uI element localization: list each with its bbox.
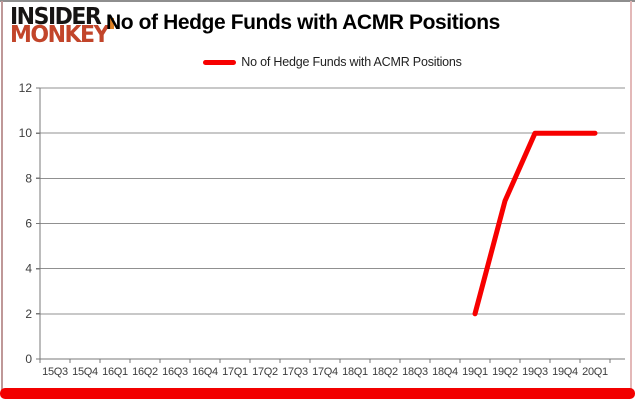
hedge-funds-line-chart: 0 2 4 6 8 10 12 15Q3 15Q4 16Q1 16Q2 16Q3 16Q4 17Q1 17Q… xyxy=(19,81,625,378)
x-tick-label: 19Q1 xyxy=(462,366,488,378)
y-tick-label: 2 xyxy=(25,307,32,321)
series-line xyxy=(472,130,598,317)
y-tick-label: 6 xyxy=(25,217,32,231)
x-tick-label: 16Q2 xyxy=(132,366,158,378)
x-tick-label: 18Q1 xyxy=(342,366,368,378)
logo-insider-text: INSIDER xyxy=(10,4,102,31)
x-tick-label: 15Q4 xyxy=(72,366,98,378)
chart-title: No of Hedge Funds with ACMR Positions xyxy=(106,11,500,34)
y-tick-label: 0 xyxy=(25,352,32,366)
card-border-left xyxy=(1,1,3,391)
x-tick-label: 15Q3 xyxy=(42,366,68,378)
y-tick-label: 4 xyxy=(25,262,32,276)
x-tick-label: 17Q3 xyxy=(282,366,308,378)
logo-monkey-text: MONKEY xyxy=(10,22,110,49)
legend-line-marker xyxy=(203,59,237,65)
x-tick-label: 18Q3 xyxy=(402,366,428,378)
logo-accent-mark xyxy=(110,18,115,29)
y-tick-label: 8 xyxy=(25,171,32,185)
x-tick-label: 19Q3 xyxy=(522,366,548,378)
x-tick-label: 19Q2 xyxy=(492,366,518,378)
x-tick-label: 17Q2 xyxy=(252,366,278,378)
x-tick-label: 17Q4 xyxy=(312,366,338,378)
x-tick-label: 16Q1 xyxy=(102,366,128,378)
y-tick-label: 12 xyxy=(19,81,33,95)
red-bottom-bar xyxy=(0,388,635,399)
insider-monkey-logo: INSIDER MONKEY xyxy=(10,4,115,49)
x-tick-label: 18Q2 xyxy=(372,366,398,378)
x-tick-label: 20Q1 xyxy=(582,366,608,378)
legend-label: No of Hedge Funds with ACMR Positions xyxy=(241,55,462,69)
x-tick-label: 16Q3 xyxy=(162,366,188,378)
x-tick-label: 17Q1 xyxy=(222,366,248,378)
x-tick-label: 19Q4 xyxy=(552,366,578,378)
y-tick-label: 10 xyxy=(19,126,33,140)
card-border-top xyxy=(0,0,635,2)
x-tick-label: 16Q4 xyxy=(192,366,218,378)
card-border-right xyxy=(630,1,632,391)
x-tick-label: 18Q4 xyxy=(432,366,458,378)
legend: No of Hedge Funds with ACMR Positions xyxy=(40,55,625,69)
